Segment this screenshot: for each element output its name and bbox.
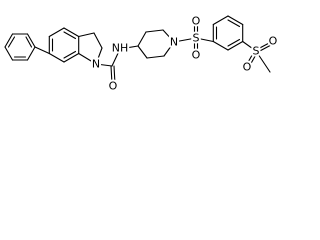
atom-labels: N O NH N S O O S O O [90,13,280,95]
atom-label: O [192,15,201,28]
bond [163,41,175,57]
bond [227,38,241,47]
atom-label: N [170,36,178,49]
bonds [4,15,273,85]
bond [119,45,139,50]
bond [246,49,256,65]
bond [4,46,14,61]
bond [227,19,241,28]
bond [173,37,197,43]
bond [95,47,103,65]
bond [137,31,147,47]
bond [26,33,36,48]
atom-label: O [109,80,118,93]
bond [48,27,65,38]
bond [63,52,80,63]
bond [146,55,165,59]
bond [25,36,33,48]
bond [137,45,148,59]
bond [4,33,14,48]
bond [63,27,80,38]
bond [145,29,164,33]
bond [256,43,273,54]
bond [242,40,257,52]
atom-label: S [253,45,260,58]
atom-label: O [243,61,252,74]
atom-label: N [92,58,100,71]
bond [48,52,65,63]
bond [227,40,244,51]
bond [110,65,113,85]
bond [248,51,259,67]
bond [255,41,272,51]
atom-label: O [192,49,201,62]
atom-label: S [193,32,200,45]
molecule-structure: N O NH N S O O S O O [4,13,280,95]
bond [111,48,121,67]
bond [113,65,116,85]
bond [212,40,229,51]
bond [227,15,244,26]
bond [95,63,113,67]
bond [255,50,271,73]
bond [34,46,50,55]
bond [78,52,97,65]
bond [93,32,103,49]
atom-label: NH [112,42,129,55]
bond [78,32,95,38]
bond [63,50,77,59]
bond [162,29,175,43]
bond [195,37,214,43]
bond [63,31,77,40]
bond [26,46,36,61]
atom-label: O [269,35,278,48]
bond [7,36,16,48]
bond [212,15,229,26]
